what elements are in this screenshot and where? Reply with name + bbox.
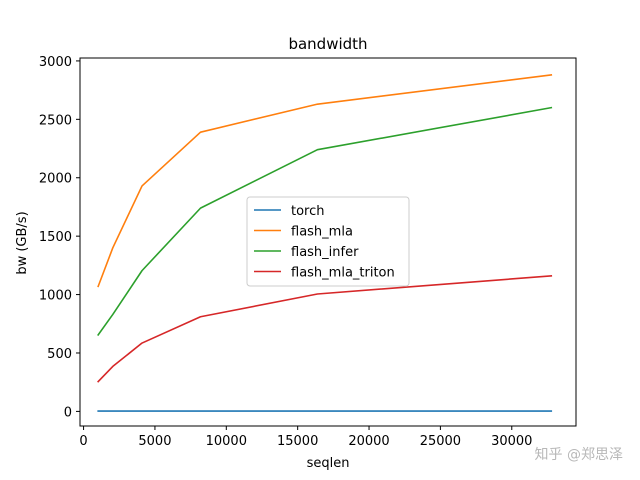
- y-tick-label: 3000: [39, 55, 72, 70]
- y-tick-label: 1000: [39, 289, 72, 304]
- x-tick-label: 20000: [348, 434, 389, 449]
- y-tick-label: 500: [47, 347, 72, 362]
- x-tick-label: 5000: [138, 434, 171, 449]
- legend-label: flash_infer: [291, 245, 359, 260]
- y-tick-label: 1500: [39, 230, 72, 245]
- x-tick-label: 30000: [491, 434, 532, 449]
- x-axis-title: seqlen: [307, 456, 350, 471]
- legend-label: torch: [291, 204, 325, 219]
- y-tick-label: 2000: [39, 172, 72, 187]
- legend-label: flash_mla_triton: [291, 266, 395, 281]
- x-tick-label: 15000: [277, 434, 318, 449]
- y-tick-label: 0: [64, 405, 72, 420]
- series-line-flash-mla-triton: [97, 275, 553, 383]
- watermark-text: 知乎 @郑思泽: [535, 446, 623, 463]
- series-line-flash-infer: [97, 106, 553, 336]
- series-layer: [97, 74, 553, 412]
- chart-title: bandwidth: [288, 35, 367, 53]
- y-axis-title: bw (GB/s): [15, 211, 30, 274]
- series-line-flash-mla: [97, 74, 553, 288]
- legend-frame: [246, 196, 410, 287]
- axes-frame: [79, 57, 577, 427]
- x-axis: 0 5000 10000 15000 20000 25000 30000: [79, 426, 532, 449]
- x-tick-label: 0: [79, 434, 87, 449]
- y-axis: 0 500 1000 1500 2000 2500 3000: [39, 55, 80, 420]
- y-tick-label: 2500: [39, 113, 72, 128]
- legend: torch flash_mla flash_infer flash_mla_trito…: [246, 196, 410, 287]
- x-tick-label: 25000: [420, 434, 461, 449]
- plot-area: 0 5000 10000 15000 20000 25000 30000 0 500 1000 1…: [39, 55, 577, 449]
- legend-label: flash_mla: [291, 225, 353, 240]
- legend-items: torch flash_mla flash_infer flash_mla_trito…: [254, 204, 395, 281]
- x-tick-label: 10000: [206, 434, 247, 449]
